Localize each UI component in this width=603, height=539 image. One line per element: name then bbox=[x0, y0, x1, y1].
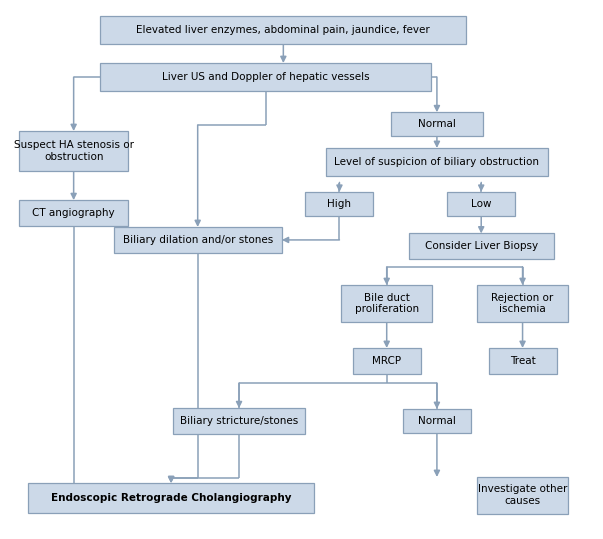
Text: Level of suspicion of biliary obstruction: Level of suspicion of biliary obstructio… bbox=[335, 157, 540, 167]
Text: Biliary stricture/stones: Biliary stricture/stones bbox=[180, 416, 298, 426]
Text: Elevated liver enzymes, abdominal pain, jaundice, fever: Elevated liver enzymes, abdominal pain, … bbox=[136, 25, 430, 35]
FancyBboxPatch shape bbox=[19, 200, 128, 226]
FancyBboxPatch shape bbox=[113, 227, 282, 253]
Text: Endoscopic Retrograde Cholangiography: Endoscopic Retrograde Cholangiography bbox=[51, 493, 291, 503]
Text: Suspect HA stenosis or
obstruction: Suspect HA stenosis or obstruction bbox=[14, 141, 134, 162]
FancyBboxPatch shape bbox=[477, 285, 569, 322]
Text: Biliary dilation and/or stones: Biliary dilation and/or stones bbox=[122, 235, 273, 245]
FancyBboxPatch shape bbox=[477, 477, 569, 514]
Text: Bile duct
proliferation: Bile duct proliferation bbox=[355, 293, 418, 314]
FancyBboxPatch shape bbox=[403, 409, 471, 433]
FancyBboxPatch shape bbox=[341, 285, 432, 322]
FancyBboxPatch shape bbox=[353, 348, 421, 374]
Text: Normal: Normal bbox=[418, 416, 456, 426]
FancyBboxPatch shape bbox=[100, 16, 467, 44]
FancyBboxPatch shape bbox=[326, 148, 548, 176]
Text: Normal: Normal bbox=[418, 119, 456, 129]
FancyBboxPatch shape bbox=[488, 348, 557, 374]
Text: Investigate other
causes: Investigate other causes bbox=[478, 485, 567, 506]
FancyBboxPatch shape bbox=[172, 408, 306, 434]
FancyBboxPatch shape bbox=[409, 233, 554, 259]
Text: CT angiography: CT angiography bbox=[33, 208, 115, 218]
Text: Liver US and Doppler of hepatic vessels: Liver US and Doppler of hepatic vessels bbox=[162, 72, 370, 82]
Text: MRCP: MRCP bbox=[372, 356, 401, 366]
Text: Consider Liver Biopsy: Consider Liver Biopsy bbox=[425, 241, 538, 251]
FancyBboxPatch shape bbox=[306, 192, 373, 216]
Text: Rejection or
ischemia: Rejection or ischemia bbox=[491, 293, 554, 314]
FancyBboxPatch shape bbox=[100, 63, 431, 91]
FancyBboxPatch shape bbox=[28, 483, 314, 513]
Text: High: High bbox=[327, 199, 352, 209]
Text: Treat: Treat bbox=[510, 356, 535, 366]
FancyBboxPatch shape bbox=[447, 192, 515, 216]
Text: Low: Low bbox=[471, 199, 491, 209]
FancyBboxPatch shape bbox=[391, 112, 482, 136]
FancyBboxPatch shape bbox=[19, 131, 128, 171]
